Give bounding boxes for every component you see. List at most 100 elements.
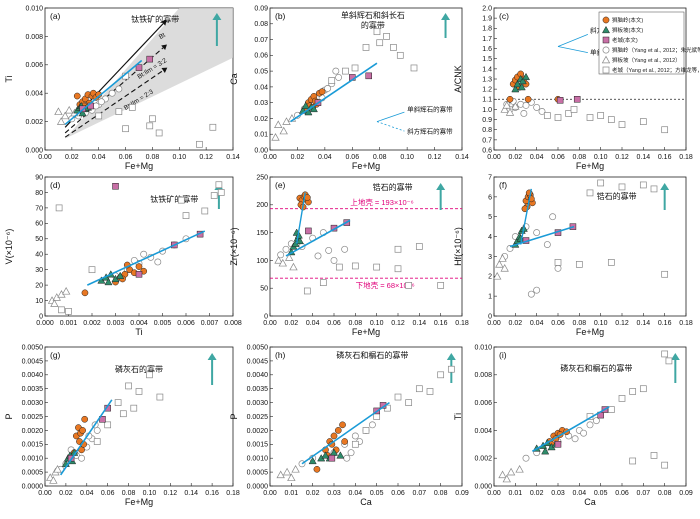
data-point [282,467,292,476]
trend-line [285,219,351,257]
cpx-arrow [376,111,405,122]
data-point [65,308,72,315]
panel-label: (b) [275,11,286,21]
data-point [592,417,600,425]
data-point [146,55,153,63]
data-point [629,457,637,465]
x-tick-label: 0.001 [60,320,78,327]
crust-reference-label: 下地壳 = 68×10⁻⁶ [356,280,415,290]
panel-h: 0.00 0.01 0.02 0.03 0.04 0.05 0.06 0.07 0.08 0.09… [229,344,469,507]
data-point [506,95,514,103]
data-point [342,67,349,75]
data-point [289,262,298,271]
x-axis-label: Ca [360,497,372,507]
x-tick-label: 0.02 [509,154,523,161]
y-tick-label: 0.05 [254,69,268,76]
x-tick-label: 0.10 [594,320,608,327]
data-point [196,140,203,148]
data-point [554,264,562,272]
data-point [639,181,647,189]
x-tick-label: 0.04 [318,154,332,161]
y-tick-label: 0.002 [25,119,43,126]
data-point [368,421,376,429]
data-point [328,77,336,84]
x-tick-label: 0.14 [637,320,651,327]
panel-label: (c) [499,11,509,21]
y-tick-label: 0.010 [474,344,492,351]
data-point [61,286,71,295]
y-tick-label: 0.0000 [22,483,44,490]
y-tick-label: 1.6 [482,46,492,53]
y-tick-label: 2 [488,274,492,281]
ratio-arrowhead [161,44,167,51]
data-point [661,350,669,358]
legend: 狮脑岭(本文) 狮板坡(本文) 老城(本文) 狮脑岭（Yang et al., 201… [598,11,700,75]
data-point [351,432,359,440]
x-tick-label: 0.05 [370,490,384,497]
x-tick-label: 0.01 [509,490,523,497]
data-point [586,189,594,197]
y-tick-label: 0.0005 [22,470,44,477]
y-tick-label: 0.0020 [247,428,269,435]
data-point [81,415,89,423]
data-point [60,111,70,120]
data-point [78,454,86,462]
data-point [334,427,342,434]
biotite-shaded-field [65,8,234,139]
enrichment-arrow [207,353,217,385]
data-point [498,254,507,262]
y-tick-label: 5 [488,214,492,221]
x-tick-label: 0.10 [400,154,414,161]
data-point [538,108,546,115]
data-point [146,122,154,130]
data-point [130,404,138,412]
y-tick-label: 0.000 [474,483,492,490]
data-point [330,256,338,264]
y-tick-label: 2.0 [482,5,492,12]
x-tick-label: 0.06 [101,490,115,497]
data-point [521,72,531,81]
axes-frame [493,346,687,487]
data-point [533,286,541,294]
data-point [362,44,370,51]
y-tick-label: 0.008 [474,372,492,379]
data-point [618,121,626,128]
x-tick-label: 0.00 [487,320,501,327]
y-axis-label: V(×10⁻⁶) [4,229,14,265]
x-tick-label: 0.02 [306,490,320,497]
x-axis-label: Ca [584,497,596,507]
zone-annotation: 磷灰石的寡带 [115,364,163,374]
x-tick-label: 0.006 [177,320,195,327]
y-tick-label: 1 [488,294,492,301]
data-point [182,212,190,219]
data-point [426,388,434,395]
x-tick-label: 0.12 [615,320,629,327]
data-point [276,470,285,479]
data-point [570,106,578,113]
zone-annotation: 钛铁矿的寡带 [131,14,179,24]
data-point [149,115,156,123]
y-axis-label: Ti [4,75,14,82]
data-point [122,125,129,133]
legend-label: 老城（Yang et al., 2012；方维龙等，2017） [612,66,700,74]
data-point [533,103,541,111]
x-tick-label: 0.02 [59,490,73,497]
x-tick-label: 0.02 [65,154,79,161]
y-axis-label: P [229,413,239,419]
data-point [520,110,528,117]
data-point [314,252,322,260]
legend-symbol [602,46,610,54]
x-tick-label: 0.16 [658,154,672,161]
data-point [373,28,381,36]
data-point [271,133,280,141]
y-axis-label: Ti [453,413,463,420]
legend-label: 狮板坡（Yang et al., 2012） [612,56,681,64]
data-point [373,413,381,420]
data-point [586,421,594,429]
data-point [78,108,87,117]
x-tick-label: 0.00 [263,320,277,327]
data-point [522,454,530,462]
data-point [518,76,527,85]
x-tick-label: 0.04 [306,320,320,327]
